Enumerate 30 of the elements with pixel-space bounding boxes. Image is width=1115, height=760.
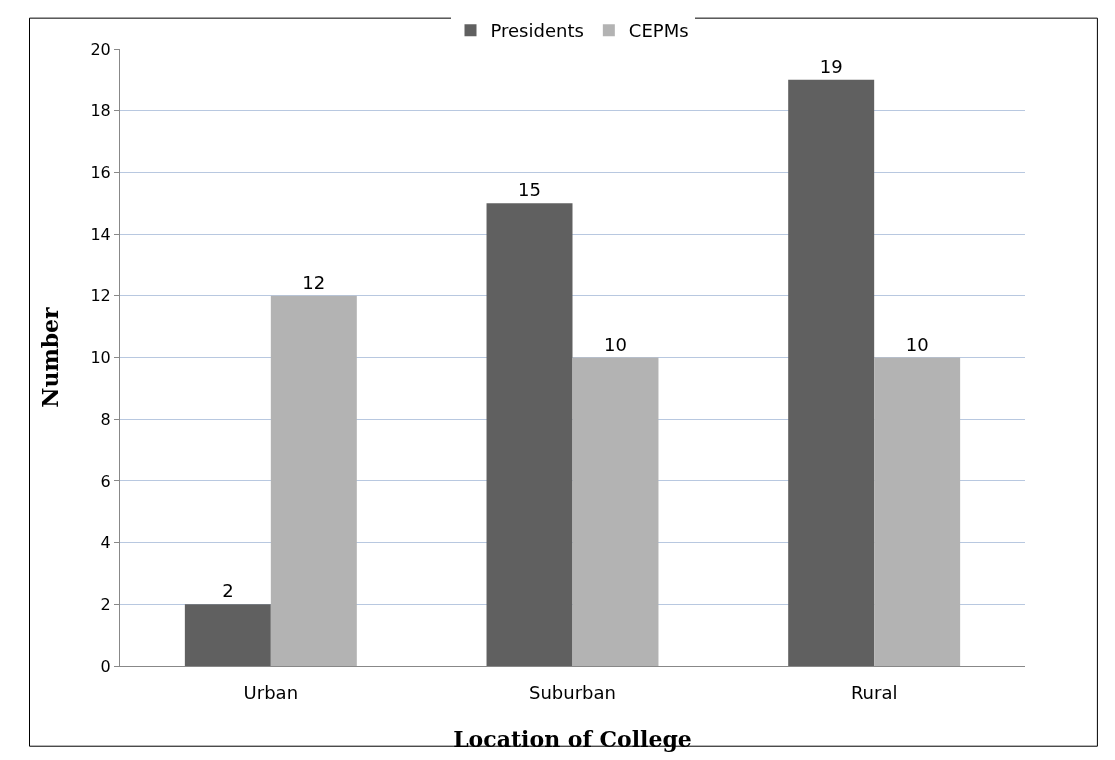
legend-label: CEPMs <box>628 20 689 42</box>
y-tick-label: 18 <box>90 101 111 121</box>
y-tick-label: 6 <box>100 471 111 491</box>
data-label: 12 <box>302 271 326 293</box>
bar <box>788 79 875 666</box>
bar <box>874 357 961 666</box>
y-axis-title: Number <box>37 306 64 408</box>
y-tick-label: 8 <box>100 409 111 429</box>
bar <box>270 295 357 666</box>
y-tick-label: 20 <box>90 39 111 59</box>
x-tick-label: Suburban <box>529 681 616 703</box>
data-label: 10 <box>604 333 627 355</box>
data-label: 2 <box>222 580 234 602</box>
y-tick-label: 12 <box>90 286 111 306</box>
bar <box>184 604 271 666</box>
x-axis-title: Location of College <box>453 726 692 753</box>
data-label: 15 <box>518 179 541 201</box>
bar <box>572 357 659 666</box>
y-tick-label: 14 <box>90 224 111 244</box>
y-tick-label: 0 <box>100 656 111 676</box>
legend-label: Presidents <box>490 20 584 42</box>
data-label: 10 <box>905 333 929 355</box>
data-label: 19 <box>819 55 843 77</box>
x-tick-label: Urban <box>243 681 299 703</box>
y-tick-label: 10 <box>90 348 111 368</box>
y-tick-label: 4 <box>100 533 111 553</box>
bar <box>486 203 573 666</box>
y-tick-label: 16 <box>90 163 111 182</box>
x-tick-label: Rural <box>850 681 898 703</box>
y-tick-label: 2 <box>100 594 111 614</box>
